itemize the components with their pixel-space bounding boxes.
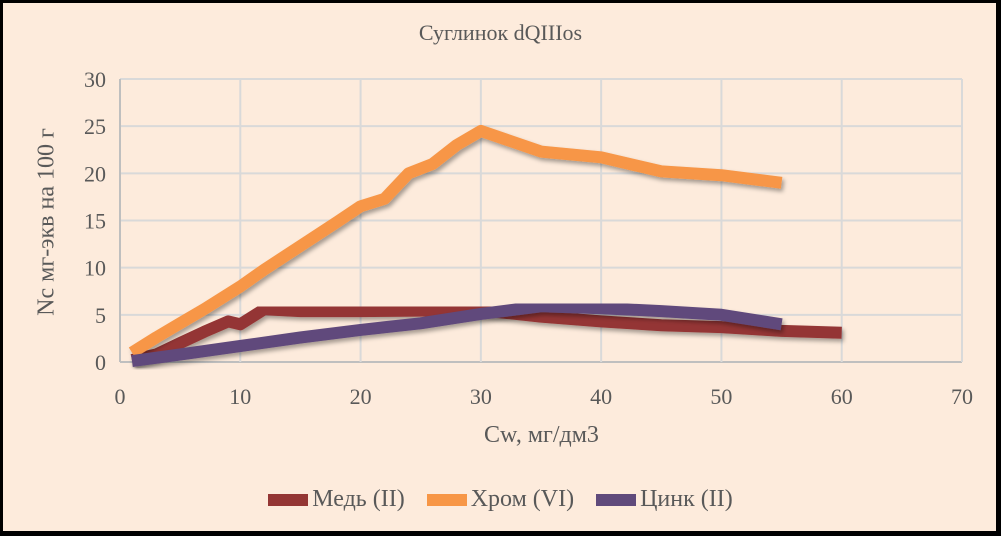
series-line-1[interactable] [128,124,783,358]
legend: Медь (II) Хром (VI) Цинк (II) [0,486,1001,513]
x-tick-label: 30 [470,384,492,409]
y-tick-label: 15 [84,209,106,234]
x-tick-label: 50 [710,384,732,409]
x-tick-label: 10 [229,384,251,409]
legend-label: Медь (II) [312,486,405,512]
y-axis-label: Nc мг-экв на 100 г [33,128,60,316]
legend-swatch-copper [268,493,309,506]
legend-swatch-chromium [426,493,467,506]
series-line-0[interactable] [130,303,842,366]
x-tick-label: 60 [831,384,853,409]
x-tick-label: 40 [590,384,612,409]
y-tick-label: 0 [95,350,106,375]
y-tick-label: 20 [84,161,106,186]
legend-item-zinc[interactable]: Цинк (II) [596,486,733,513]
y-tick-label: 25 [84,114,106,139]
legend-label: Цинк (II) [640,486,733,512]
x-tick-label: 0 [115,384,126,409]
y-tick-label: 30 [84,67,106,92]
legend-label: Хром (VI) [470,486,575,512]
x-tick-label: 70 [951,384,973,409]
legend-item-copper[interactable]: Медь (II) [268,486,405,513]
legend-swatch-zinc [596,493,637,506]
chart-title: Суглинок dQIIIos [418,20,583,45]
legend-item-chromium[interactable]: Хром (VI) [426,486,575,513]
y-tick-label: 5 [95,303,106,328]
series-line-2[interactable] [131,300,783,368]
y-tick-label: 10 [84,256,106,281]
x-axis-label: Cw, мг/дм3 [484,422,599,448]
x-tick-label: 20 [350,384,372,409]
